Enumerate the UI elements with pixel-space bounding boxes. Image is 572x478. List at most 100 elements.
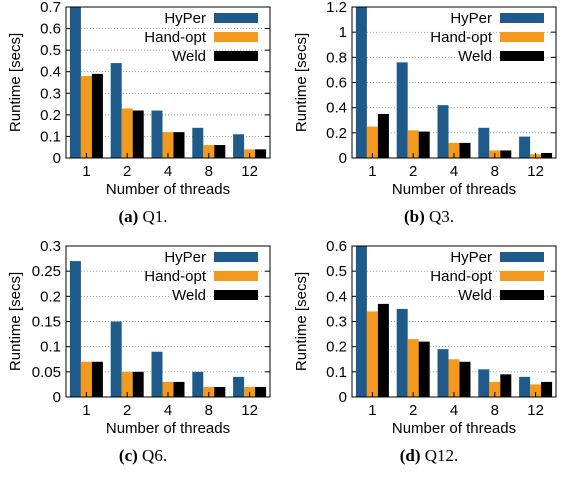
bar-hand-opt	[244, 386, 256, 397]
bar-hyper	[396, 308, 408, 397]
bar-weld	[500, 150, 512, 158]
bar-hand-opt	[448, 359, 460, 397]
legend-swatch	[214, 271, 258, 281]
bar-weld	[459, 361, 471, 397]
legend-label: Hand-opt	[144, 29, 207, 46]
bar-hand-opt	[448, 142, 460, 158]
plot-frame	[65, 245, 271, 398]
bar-hyper	[233, 134, 245, 158]
x-tick-label: 2	[409, 163, 417, 180]
legend-label: Hand-opt	[144, 268, 207, 285]
y-tick-label: 0.05	[32, 364, 61, 381]
bar-weld	[255, 386, 267, 397]
bar-weld	[214, 386, 226, 397]
y-tick-label: 1.2	[326, 0, 347, 16]
x-tick-label: 12	[241, 163, 258, 180]
bar-hand-opt	[203, 386, 215, 397]
legend-swatch	[214, 13, 258, 23]
x-tick-label: 4	[164, 402, 172, 419]
caption-label: (c)	[118, 446, 138, 465]
bar-hyper	[355, 246, 367, 397]
legend-label: HyPer	[164, 10, 206, 27]
bar-hyper	[192, 371, 204, 397]
legend-label: Weld	[172, 287, 206, 304]
legend-label: HyPer	[450, 10, 492, 27]
y-tick-label: 0.6	[326, 238, 347, 255]
y-tick-label: 0.3	[40, 85, 61, 102]
y-tick-label: 0.1	[326, 364, 347, 381]
y-tick-label: 0.1	[40, 128, 61, 145]
chart-panel-q1: 0 0.1 0.2 0.3 0.4 0.5 0.6 0.7 1 2 4 8 12 Number of th…	[0, 0, 286, 239]
plot-frame	[351, 245, 557, 398]
chart-panel-q3: 0 0.2 0.4 0.6 0.8 1 1.2 1 2 4 8 12 Number of threads…	[286, 0, 572, 239]
y-tick-label: 0	[339, 389, 347, 406]
legend-label: HyPer	[450, 249, 492, 266]
y-tick-label: 0.7	[40, 0, 61, 16]
bar-hand-opt	[80, 76, 92, 158]
caption-label: (d)	[399, 446, 421, 465]
bar-hand-opt	[366, 311, 378, 397]
bar-weld	[377, 113, 389, 158]
bar-hand-opt	[366, 126, 378, 158]
legend-swatch	[500, 32, 544, 42]
x-tick-label: 8	[205, 402, 213, 419]
y-tick-label: 0.4	[326, 288, 347, 305]
bar-weld	[214, 145, 226, 158]
x-tick-label: 4	[450, 402, 458, 419]
bar-weld	[418, 341, 430, 397]
y-axis-title: Runtime [secs]	[7, 272, 24, 371]
y-tick-label: 0.3	[40, 238, 61, 255]
bar-hand-opt	[121, 108, 133, 158]
y-tick-label: 0.2	[326, 125, 347, 142]
chart-panel-q12: 0 0.1 0.2 0.3 0.4 0.5 0.6 1 2 4 8 12 Number of threa…	[286, 238, 572, 478]
plot-frame	[65, 6, 271, 159]
legend-swatch	[500, 252, 544, 262]
x-tick-label: 2	[409, 402, 417, 419]
legend-label: Weld	[458, 48, 492, 65]
y-tick-label: 0.25	[32, 263, 61, 280]
y-tick-label: 0.2	[326, 339, 347, 356]
bar-weld	[500, 374, 512, 397]
x-tick-label: 1	[82, 163, 90, 180]
bar-hand-opt	[203, 145, 215, 158]
bar-hyper	[151, 351, 163, 397]
legend-label: HyPer	[164, 249, 206, 266]
chart-caption: (b) Q3.	[286, 207, 572, 227]
plot-frame	[351, 6, 557, 159]
legend-swatch	[500, 290, 544, 300]
x-tick-label: 2	[123, 402, 131, 419]
y-tick-label: 0	[53, 150, 61, 167]
bar-weld	[541, 381, 553, 397]
y-axis-title: Runtime [secs]	[293, 33, 310, 132]
bar-weld	[91, 73, 103, 158]
y-tick-label: 0.6	[326, 75, 347, 92]
y-tick-label: 0.8	[326, 49, 347, 66]
legend-label: Weld	[458, 287, 492, 304]
bar-hyper	[192, 127, 204, 158]
y-tick-label: 0.2	[40, 288, 61, 305]
bar-hyper	[69, 261, 81, 397]
bar-hand-opt	[162, 132, 174, 158]
bar-hyper	[437, 349, 449, 397]
bar-hand-opt	[407, 130, 419, 158]
y-tick-label: 0.3	[326, 314, 347, 331]
y-tick-label: 0.5	[40, 42, 61, 59]
y-tick-label: 0.2	[40, 107, 61, 124]
bar-hand-opt	[162, 381, 174, 397]
bar-hand-opt	[489, 381, 501, 397]
y-tick-label: 0	[339, 150, 347, 167]
x-tick-label: 4	[450, 163, 458, 180]
bar-weld	[132, 371, 144, 397]
bar-hyper	[478, 369, 490, 397]
legend-swatch	[214, 51, 258, 61]
y-tick-label: 0.4	[40, 64, 61, 81]
chart-caption: (d) Q12.	[286, 446, 572, 466]
x-tick-label: 8	[491, 402, 499, 419]
bar-weld	[132, 110, 144, 158]
caption-text: Q12.	[424, 446, 459, 465]
legend-swatch	[214, 252, 258, 262]
chart-caption: (a) Q1.	[0, 207, 286, 227]
bar-hyper	[151, 110, 163, 158]
